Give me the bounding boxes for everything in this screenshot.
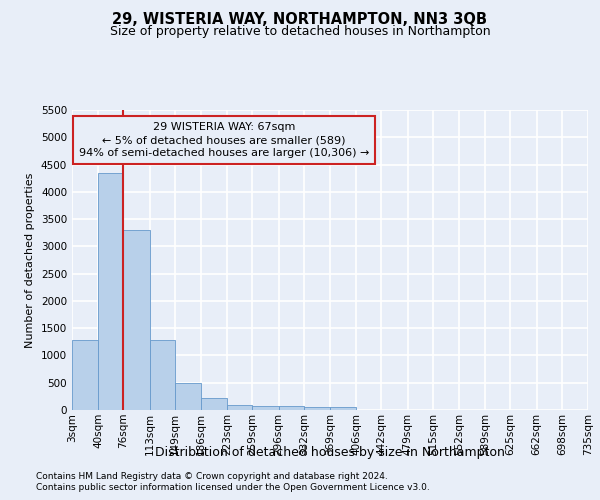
Bar xyxy=(227,404,253,410)
Text: Contains HM Land Registry data © Crown copyright and database right 2024.: Contains HM Land Registry data © Crown c… xyxy=(36,472,388,481)
Bar xyxy=(149,340,175,410)
Bar xyxy=(278,406,304,410)
Text: Size of property relative to detached houses in Northampton: Size of property relative to detached ho… xyxy=(110,25,490,38)
Text: 29 WISTERIA WAY: 67sqm
← 5% of detached houses are smaller (589)
94% of semi-det: 29 WISTERIA WAY: 67sqm ← 5% of detached … xyxy=(79,122,370,158)
Bar xyxy=(98,172,124,410)
Y-axis label: Number of detached properties: Number of detached properties xyxy=(25,172,35,348)
Bar xyxy=(253,406,278,410)
Bar xyxy=(330,408,356,410)
Text: Contains public sector information licensed under the Open Government Licence v3: Contains public sector information licen… xyxy=(36,484,430,492)
Bar xyxy=(304,408,330,410)
Bar xyxy=(201,398,227,410)
Bar xyxy=(124,230,149,410)
Bar xyxy=(72,340,98,410)
Bar xyxy=(175,382,201,410)
Text: Distribution of detached houses by size in Northampton: Distribution of detached houses by size … xyxy=(155,446,505,459)
Text: 29, WISTERIA WAY, NORTHAMPTON, NN3 3QB: 29, WISTERIA WAY, NORTHAMPTON, NN3 3QB xyxy=(113,12,487,28)
